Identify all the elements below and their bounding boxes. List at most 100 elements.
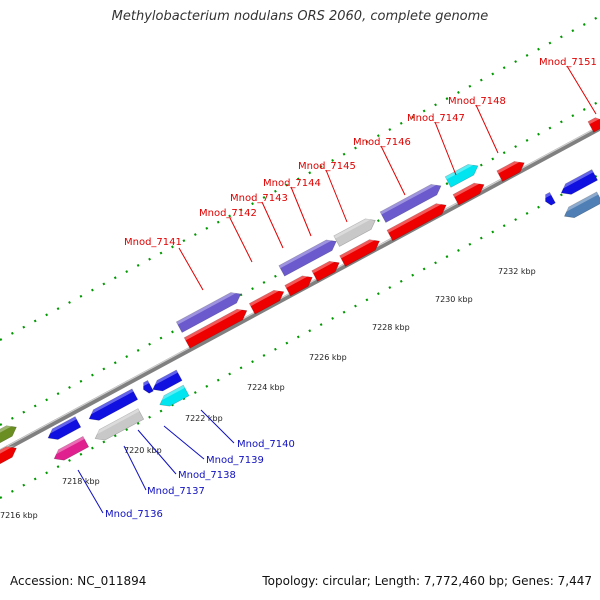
gene-bar-mnod-7148-shape bbox=[444, 164, 479, 188]
gene-bar-mnod-7140 bbox=[158, 384, 190, 407]
gene-bar-small-blue-highlight bbox=[142, 380, 150, 387]
gene-label-leader bbox=[77, 469, 104, 514]
gene-label-bottom: Mnod_7140 bbox=[237, 439, 295, 450]
gene-label-leader bbox=[200, 409, 235, 444]
lower-dotted-line bbox=[0, 173, 600, 499]
scale-tick-label: 7218 kbp bbox=[62, 477, 100, 486]
gene-label-leader bbox=[229, 217, 253, 263]
gene-label-leader bbox=[261, 201, 284, 249]
gene-bar-mnod-7147-highlight bbox=[380, 183, 440, 215]
gene-label-bottom: Mnod_7139 bbox=[206, 455, 264, 466]
gene-bar-mnod-7138-highlight bbox=[151, 369, 178, 387]
gene-bar-mnod-7146 bbox=[333, 217, 376, 247]
gene-bar-mnod-7135-highlight bbox=[46, 416, 77, 436]
gene-bar-mnod-7151-highlight bbox=[587, 117, 600, 125]
gene-bar-right-small bbox=[544, 191, 556, 206]
gene-bar-right-steel-highlight bbox=[562, 191, 599, 214]
gene-bar-small-blue-shape bbox=[143, 380, 154, 394]
gene-label-leader bbox=[123, 445, 147, 491]
gene-bar-mnod-7142 bbox=[248, 289, 285, 315]
gene-bar-mnod-7146-highlight bbox=[333, 217, 374, 239]
gene-bar-mnod-7142-highlight bbox=[249, 289, 283, 307]
gene-bar-mnod-7144-highlight bbox=[284, 274, 311, 289]
gene-bar-magenta-highlight bbox=[52, 436, 85, 457]
gene-label-top: Mnod_7151 bbox=[539, 57, 597, 68]
scale-tick-label: 7230 kbp bbox=[435, 295, 473, 304]
gene-bar-mnod-7146-shape bbox=[333, 218, 376, 247]
scale-tick-label: 7226 kbp bbox=[309, 353, 347, 362]
gene-label-leader bbox=[380, 145, 406, 196]
scale-tick-label: 7222 kbp bbox=[185, 414, 223, 423]
gene-bar-mnod-7151-shape bbox=[587, 117, 600, 133]
gene-bar-mnod-7146b-shape bbox=[339, 239, 380, 267]
gene-label-top: Mnod_7142 bbox=[199, 208, 257, 219]
gene-bar-olive bbox=[0, 424, 17, 446]
gene-bar-mnod-7151 bbox=[587, 117, 600, 133]
gene-label-leader bbox=[178, 247, 204, 291]
gene-label-leader bbox=[163, 425, 205, 460]
gene-bar-mnod-7143-highlight bbox=[278, 238, 335, 269]
scale-tick-label: 7224 kbp bbox=[247, 383, 285, 392]
scale-tick-label: 7232 kbp bbox=[498, 267, 536, 276]
gene-label-top: Mnod_7141 bbox=[124, 237, 182, 248]
gene-bar-mnod-7150-shape bbox=[496, 161, 525, 182]
gene-bar-right-steel-shape bbox=[563, 191, 600, 219]
gene-bar-mnod-7138-shape bbox=[152, 369, 183, 392]
gene-bar-mnod-7147b-shape bbox=[386, 203, 447, 242]
scale-ticks: 7216 kbp 7218 kbp 7220 kbp 7222 kbp 7224 kbp… bbox=[0, 267, 536, 520]
gene-label-leader bbox=[137, 429, 177, 475]
gene-bar-olive-shape bbox=[0, 425, 17, 446]
genome-summary-text: Topology: circular; Length: 7,772,460 bp… bbox=[262, 574, 592, 588]
gene-bar-mnod-7147 bbox=[379, 183, 442, 223]
gene-label-top: Mnod_7146 bbox=[353, 137, 411, 148]
gene-bar-mnod-7141-highlight bbox=[176, 291, 240, 325]
accession-text: Accession: NC_011894 bbox=[10, 574, 147, 588]
gene-bar-mnod-7147-shape bbox=[379, 184, 442, 223]
gene-label-top: Mnod_7148 bbox=[448, 96, 506, 107]
gene-bar-mnod-7148b-shape bbox=[452, 182, 485, 206]
gene-bar-right-blue-highlight bbox=[559, 169, 594, 191]
gene-label-leader bbox=[475, 104, 499, 154]
gene-bar-mnod-7142-shape bbox=[248, 289, 285, 315]
gene-bar-mnod-7148 bbox=[444, 163, 479, 188]
gene-bar-mnod-7141b bbox=[183, 308, 248, 349]
gene-bar-left-red-highlight bbox=[0, 445, 16, 458]
scale-tick-label: 7216 kbp bbox=[0, 511, 38, 520]
gene-label-leader bbox=[290, 186, 312, 237]
gene-bar-right-small-highlight bbox=[544, 192, 552, 199]
gene-bar-left-red-shape bbox=[0, 446, 17, 467]
gene-bar-mnod-7145-highlight bbox=[311, 260, 338, 274]
gene-label-leader bbox=[434, 121, 457, 176]
gene-bar-mnod-7141 bbox=[175, 291, 242, 333]
gene-bar-mnod-7136 bbox=[87, 388, 139, 421]
gene-bar-mnod-7143-shape bbox=[278, 239, 337, 277]
gene-bar-mnod-7145 bbox=[311, 260, 340, 282]
gene-label-top: Mnod_7147 bbox=[407, 113, 465, 124]
gene-bar-mnod-7137-highlight bbox=[93, 408, 140, 436]
gene-bar-mnod-7141b-shape bbox=[183, 308, 248, 349]
gene-label-bottom: Mnod_7136 bbox=[105, 509, 163, 520]
gene-bar-left-red bbox=[0, 445, 17, 467]
gene-bar-mnod-7137-shape bbox=[94, 408, 145, 441]
gene-bar-mnod-7136-shape bbox=[88, 388, 139, 421]
gene-bar-mnod-7147b-highlight bbox=[386, 202, 445, 233]
gene-bar-mnod-7144 bbox=[284, 274, 313, 297]
gene-label-top: Mnod_7143 bbox=[230, 193, 288, 204]
gene-label-leader bbox=[566, 65, 597, 115]
gene-labels: Mnod_7141 Mnod_7142 Mnod_7143 Mnod_7144 Mnod… bbox=[77, 57, 597, 520]
gene-bar-mnod-7135 bbox=[46, 416, 82, 440]
gene-bar-mnod-7140-shape bbox=[159, 384, 190, 407]
gene-bar-mnod-7146b bbox=[339, 238, 380, 267]
gene-label-leader bbox=[325, 169, 348, 223]
gene-bar-right-blue-shape bbox=[560, 169, 598, 195]
gene-label-bottom: Mnod_7137 bbox=[147, 486, 205, 497]
gene-features bbox=[0, 117, 600, 467]
gene-bar-mnod-7150-highlight bbox=[496, 160, 523, 174]
gene-label-top: Mnod_7145 bbox=[298, 161, 356, 172]
gene-bar-mnod-7135-shape bbox=[47, 416, 82, 440]
gene-bar-magenta bbox=[52, 435, 90, 461]
gene-bar-right-small-shape bbox=[545, 191, 556, 206]
gene-bar-mnod-7140-highlight bbox=[158, 385, 185, 403]
map-title: Methylobacterium nodulans ORS 2060, comp… bbox=[111, 9, 489, 24]
